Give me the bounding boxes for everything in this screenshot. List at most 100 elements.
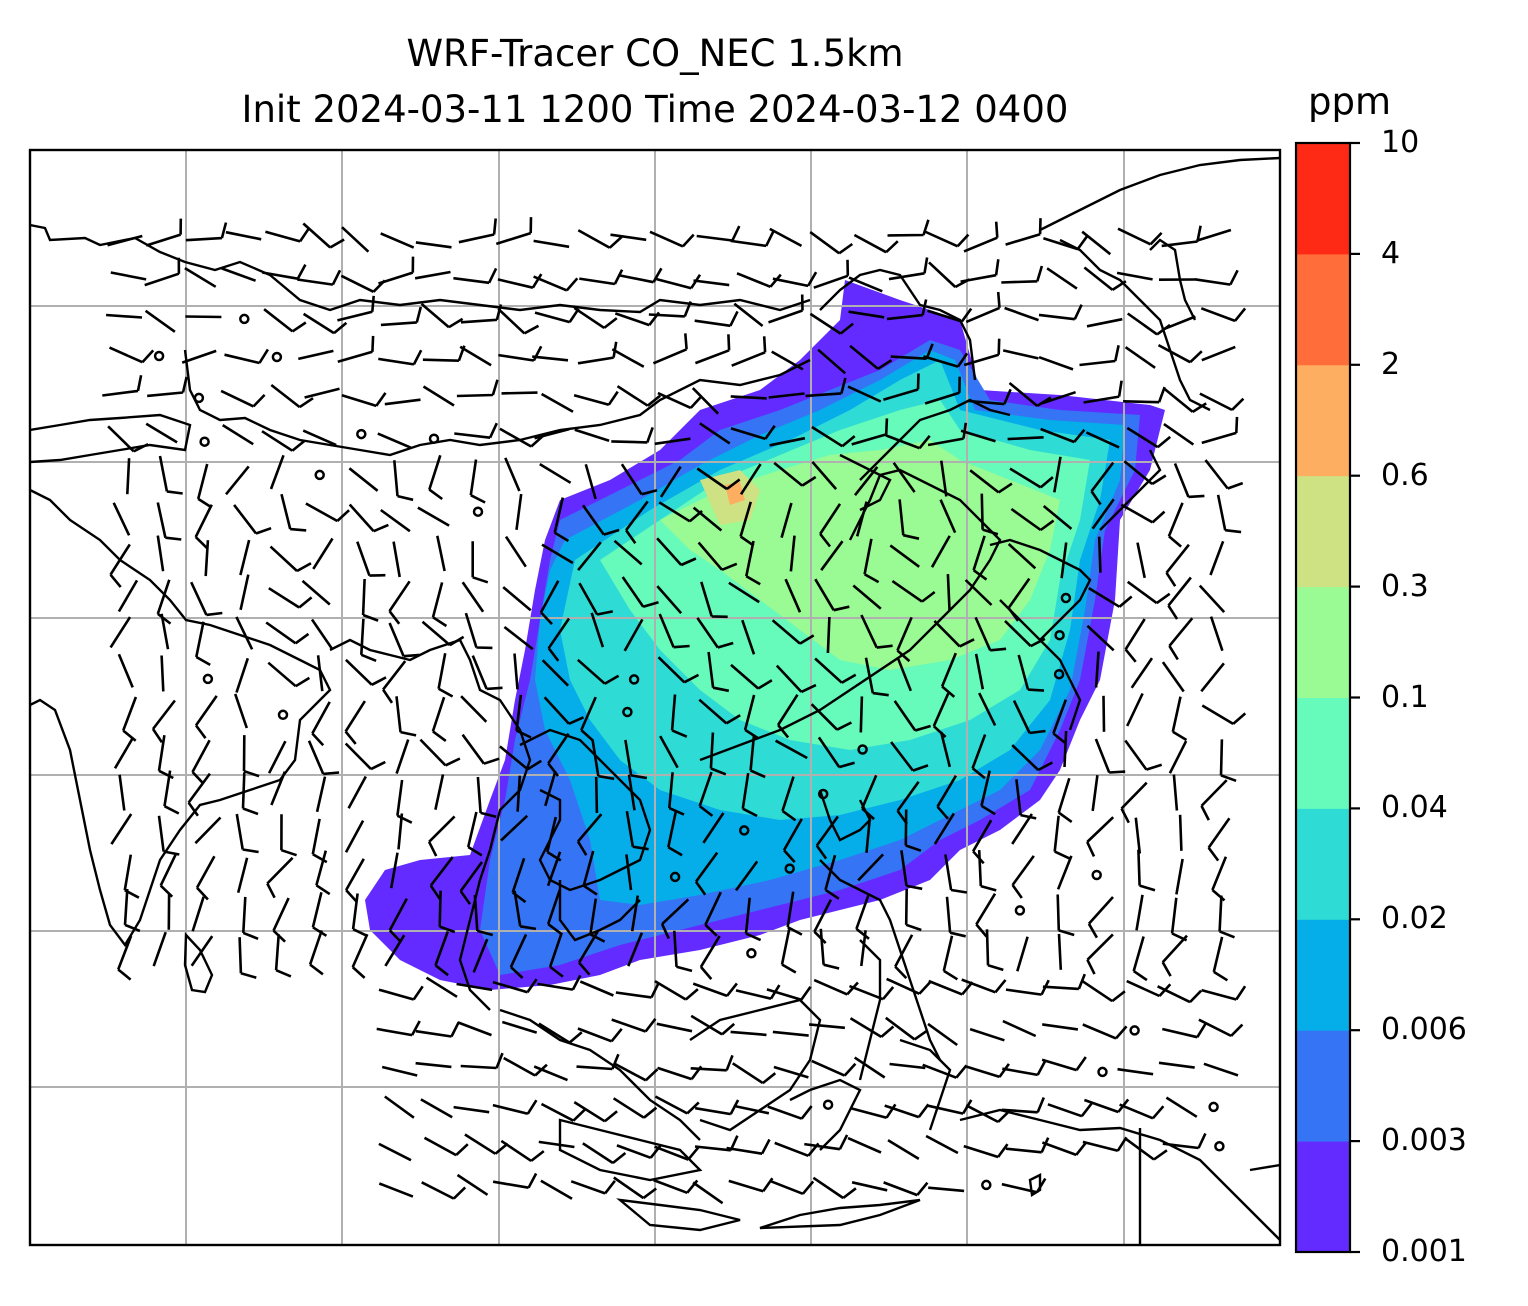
wind-barb [160,655,165,692]
wind-barb [311,891,328,937]
wind-barb [382,660,407,704]
wind-barb [769,227,803,248]
wind-barb [590,612,605,648]
wind-barb [185,222,228,242]
wind-barb [454,422,498,439]
wind-barb [1091,775,1099,812]
colorbar-swatch [1296,1141,1350,1253]
wind-barb [304,387,340,399]
wind-barb [190,581,223,617]
wind-barb [574,428,610,442]
wind-barb [657,656,700,684]
wind-barb [612,1097,658,1119]
wind-barb [768,392,805,399]
coastlines-borders [30,156,1280,1245]
wind-barb [817,736,855,769]
wind-barb [1097,536,1102,573]
calm-wind-marker [1014,905,1026,916]
wind-barb [224,465,250,496]
wind-barb [419,738,461,767]
wind-barb [376,1020,421,1037]
wind-barb [1168,617,1194,661]
wind-barb [195,621,211,667]
wind-barb [730,663,773,690]
wind-barb [579,980,614,997]
wind-barb [649,230,695,248]
wind-barb [855,501,868,537]
wind-barb [348,467,379,492]
wind-barb [436,535,446,572]
wind-barb [704,891,722,937]
wind-barb [1082,1136,1128,1153]
wind-barb [1091,498,1115,530]
wind-barb [1116,271,1153,281]
wind-barb [460,304,503,324]
wind-barb [235,813,259,854]
wind-barb [1086,317,1123,328]
colorbar-tick-label: 10 [1381,125,1420,160]
wind-barb [611,426,654,444]
wind-barb [242,735,260,778]
wind-barb [415,1061,452,1069]
wind-barb [980,493,999,536]
wind-barb [492,978,538,994]
colorbar-tick-label: 2 [1381,346,1401,382]
wind-barb [582,850,598,896]
calm-wind-marker [1060,592,1072,604]
wind-barb [126,458,131,495]
colorbar-swatch [1296,364,1350,477]
wind-barb [1124,1137,1168,1161]
wind-barb [397,813,404,850]
wind-barb [936,775,958,820]
wind-barb [928,1186,965,1193]
wind-barb [1168,740,1188,774]
wind-barb [1203,1062,1239,1077]
wind-barb [1087,896,1114,939]
wind-barb [888,257,929,281]
wind-barb [611,1018,657,1033]
wind-barb [654,1145,700,1161]
wind-barb [1011,813,1033,845]
wind-barb [1001,1097,1046,1114]
wind-barb [515,694,532,739]
wind-barb [415,1021,460,1038]
wind-barb [939,499,957,534]
wind-barb [431,696,447,742]
map-frame [28,148,1282,1247]
wind-barb [158,455,183,495]
wind-barb [826,616,831,654]
wind-barb [784,578,802,613]
wind-barb [581,504,620,536]
wind-barb [814,657,857,684]
wind-barb [539,580,560,625]
wind-barb [927,307,973,323]
wind-barb [974,653,985,690]
wind-barb [594,776,599,814]
wind-barb [547,732,570,777]
wind-barb [415,241,452,249]
wind-barb [924,376,961,405]
wind-barb [548,932,564,978]
wind-barb [547,617,571,662]
wind-barb [457,1021,492,1037]
wind-barb [270,383,314,409]
wind-barb [974,616,1007,652]
wind-barb [344,858,365,903]
wind-barb [883,1181,929,1197]
wind-barb [1086,933,1114,975]
wind-barb [546,851,562,887]
calm-wind-marker [857,744,868,755]
wind-barb [538,1022,583,1044]
wind-barb [117,653,134,688]
wind-barb [438,890,456,934]
wind-barb [456,379,499,398]
wind-barb [340,274,386,293]
wind-barb [824,854,840,900]
calm-wind-marker [239,313,250,325]
wind-barb [1057,933,1063,970]
wind-barb [1211,856,1228,902]
wind-barb [1173,463,1205,499]
wind-barb [302,222,345,249]
wind-barb [384,1095,415,1119]
wind-barb [896,656,913,692]
